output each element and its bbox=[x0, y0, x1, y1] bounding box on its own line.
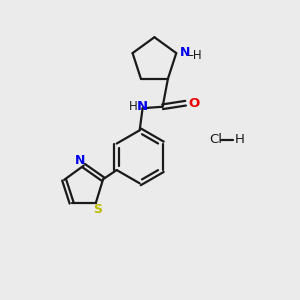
Text: S: S bbox=[93, 203, 102, 216]
Text: –H: –H bbox=[188, 49, 202, 62]
Text: H: H bbox=[235, 133, 245, 146]
Text: H: H bbox=[128, 100, 137, 113]
Text: O: O bbox=[188, 97, 200, 110]
Text: N: N bbox=[74, 154, 85, 167]
Text: N: N bbox=[137, 100, 148, 113]
Text: Cl: Cl bbox=[209, 133, 222, 146]
Text: N: N bbox=[180, 46, 190, 59]
